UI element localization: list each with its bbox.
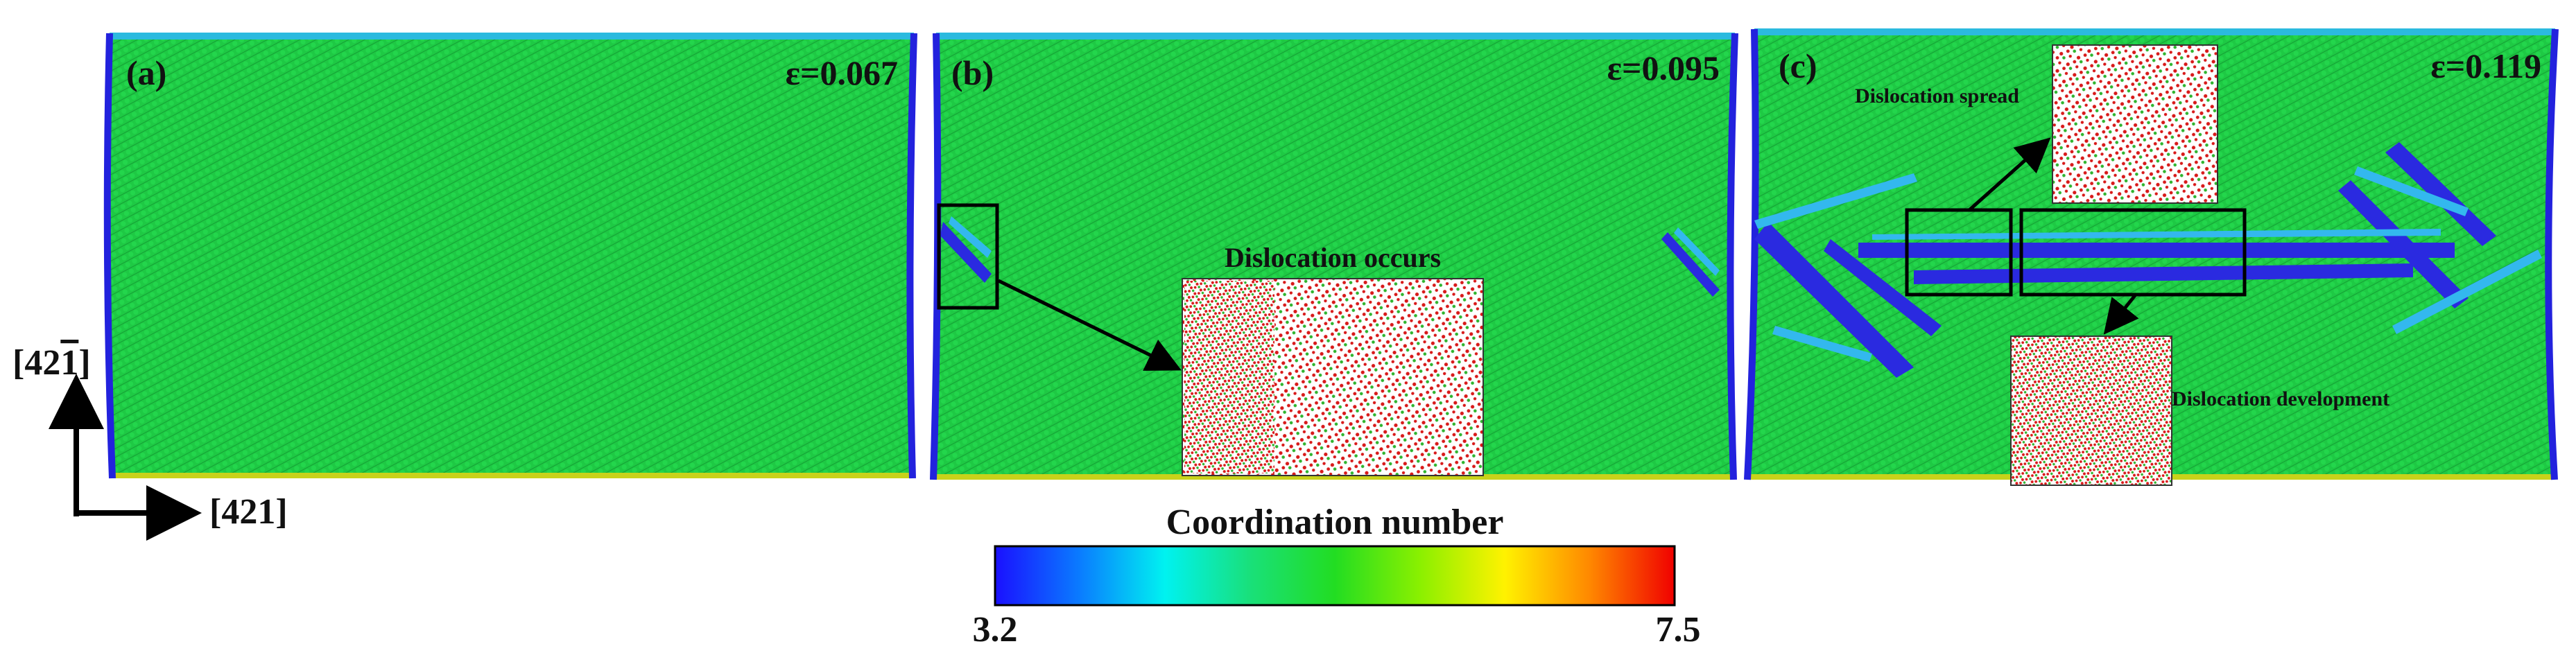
panel-c-arrow-development bbox=[2103, 293, 2139, 335]
panel-c-inset-spread bbox=[2052, 44, 2218, 204]
panel-c-arrow-spread bbox=[1968, 137, 2051, 211]
axis-horizontal-label: [421] bbox=[209, 492, 288, 532]
axis-vertical-label: [421] bbox=[12, 343, 91, 383]
panel-b-right-streak bbox=[1661, 232, 1720, 297]
panel-b: Dislocation occurs (b) ε=0.095 bbox=[930, 33, 1738, 480]
panel-c-band-left bbox=[1754, 222, 1914, 378]
panel-a-left-edge bbox=[103, 33, 116, 479]
panel-c-box-spread bbox=[1905, 208, 2013, 297]
panel-c-band-right-cyan bbox=[2392, 250, 2542, 334]
panel-c-label: (c) bbox=[1779, 46, 1817, 85]
panel-c-left-edge bbox=[1744, 28, 1759, 480]
panel-a-label: (a) bbox=[126, 53, 166, 92]
panel-c-annotation-development: Dislocation development bbox=[2172, 387, 2389, 410]
panel-c-band-right-cyan2 bbox=[2354, 166, 2469, 216]
panel-c-band-left-cyan2 bbox=[1772, 326, 1872, 362]
panel-b-highlight-box bbox=[937, 203, 999, 310]
panel-c-band-horizontal-cyan bbox=[1872, 229, 2441, 240]
panel-c-box-development bbox=[2019, 208, 2247, 297]
axis-indicator: [421] [421] bbox=[12, 343, 288, 541]
panel-c-annotation-spread: Dislocation spread bbox=[1855, 85, 2019, 107]
colorbar-max-label: 7.5 bbox=[1656, 610, 1701, 650]
panel-c-band-horizontal-1 bbox=[1858, 243, 2455, 258]
panel-a-lattice bbox=[107, 33, 914, 478]
panel-b-arrow bbox=[997, 279, 1182, 371]
panel-b-inset-dense bbox=[1184, 281, 1274, 473]
panel-b-left-edge bbox=[930, 33, 942, 480]
panel-c-inset-development bbox=[2010, 336, 2172, 486]
panel-b-lattice bbox=[933, 33, 1735, 480]
panel-b-strain: ε=0.095 bbox=[1607, 49, 1720, 87]
panel-c-band-right bbox=[2385, 142, 2496, 246]
panel-c: Dislocation spread Dislocation developme… bbox=[1744, 28, 2559, 486]
panel-b-dislocation bbox=[940, 222, 992, 283]
panel-b-dislocation-cyan bbox=[949, 216, 992, 258]
panel-c-band-left-cyan bbox=[1754, 173, 1917, 229]
panel-a-strain: ε=0.067 bbox=[786, 53, 898, 92]
panel-b-right-streak-cyan bbox=[1674, 227, 1720, 276]
colorbar-title: Coordination number bbox=[1166, 503, 1504, 542]
panel-a: (a) ε=0.067 bbox=[103, 33, 917, 479]
colorbar: Coordination number 3.2 7.5 bbox=[973, 503, 1701, 650]
panel-a-right-edge bbox=[906, 33, 917, 479]
panel-b-label: (b) bbox=[951, 53, 994, 92]
panel-c-band-horizontal-2 bbox=[1914, 263, 2413, 284]
colorbar-gradient bbox=[994, 545, 1676, 607]
panel-c-right-edge bbox=[2545, 28, 2559, 480]
colorbar-min-label: 3.2 bbox=[973, 610, 1018, 650]
panel-b-annotation: Dislocation occurs bbox=[1225, 242, 1441, 273]
panel-b-right-edge bbox=[1727, 33, 1738, 480]
panel-c-band-left2 bbox=[1824, 239, 1942, 336]
panel-c-strain: ε=0.119 bbox=[2430, 46, 2541, 85]
